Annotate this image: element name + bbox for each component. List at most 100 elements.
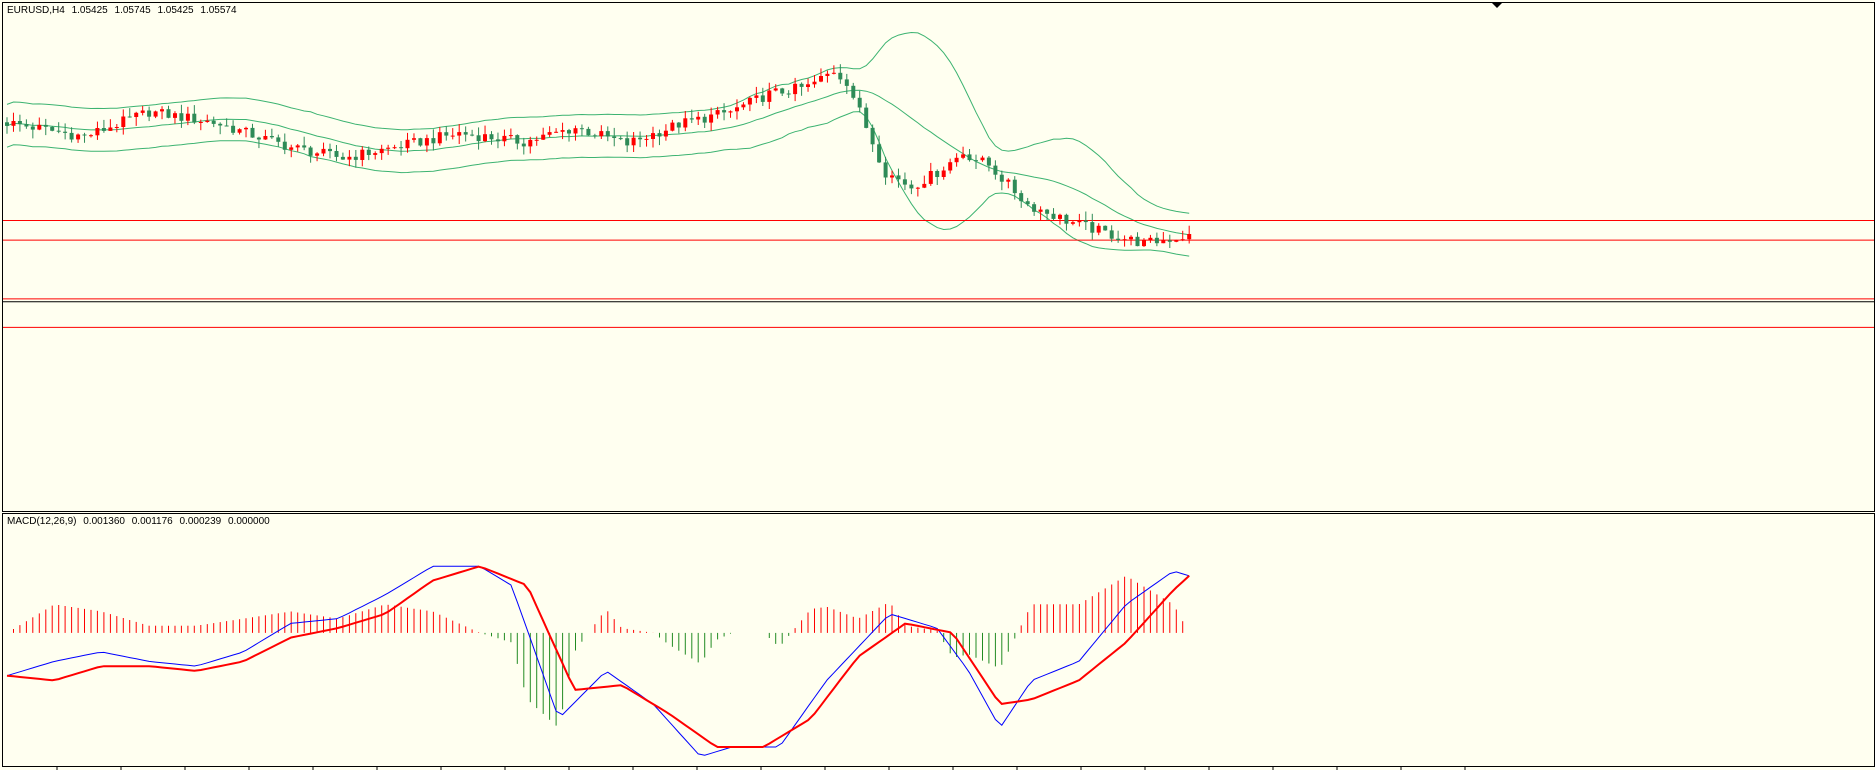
- candle: [424, 134, 429, 153]
- candle: [1032, 202, 1037, 216]
- candle: [728, 110, 733, 118]
- candle-body: [37, 124, 42, 130]
- candle-body: [993, 165, 998, 175]
- candle-body: [1187, 234, 1192, 240]
- candle: [1148, 234, 1153, 243]
- candle-body: [547, 132, 552, 135]
- candle: [1167, 234, 1172, 248]
- candle-body: [424, 138, 429, 146]
- candle: [999, 170, 1004, 191]
- candle: [302, 136, 307, 151]
- candle-body: [644, 138, 649, 140]
- candle-body: [1180, 239, 1185, 241]
- candle-body: [1161, 240, 1166, 244]
- candle: [101, 119, 106, 133]
- candle: [515, 134, 520, 150]
- candle: [767, 82, 772, 109]
- macd-indicator-pane[interactable]: MACD(12,26,9) 0.001360 0.001176 0.000239…: [2, 513, 1875, 767]
- candle-body: [1135, 236, 1140, 247]
- candle-body: [386, 147, 391, 149]
- candle-body: [864, 107, 869, 128]
- candle: [386, 144, 391, 155]
- candle-body: [379, 148, 384, 154]
- candle-body: [244, 127, 248, 130]
- candle-body: [11, 121, 16, 126]
- candle: [941, 166, 946, 180]
- candle: [896, 168, 901, 188]
- candle-body: [405, 139, 410, 149]
- candle-body: [786, 93, 791, 95]
- candle-body: [82, 134, 87, 136]
- candle: [993, 160, 998, 180]
- candle-body: [573, 128, 578, 134]
- candle-body: [101, 128, 106, 131]
- macd-header: MACD(12,26,9) 0.001360 0.001176 0.000239…: [7, 516, 270, 527]
- candle: [793, 77, 798, 102]
- candle: [508, 128, 513, 139]
- candle: [1161, 232, 1166, 244]
- candle: [50, 126, 55, 132]
- price-chart-pane[interactable]: EURUSD,H4 1.05425 1.05745 1.05425 1.0557…: [2, 2, 1875, 512]
- candle: [670, 119, 675, 132]
- candle-body: [851, 85, 856, 98]
- candle-body: [321, 148, 326, 154]
- candle: [379, 144, 384, 160]
- candle-body: [663, 130, 668, 137]
- macd-signal-line: [6, 565, 1190, 748]
- candle: [1064, 213, 1069, 231]
- candle: [1180, 230, 1185, 242]
- candle-body: [922, 183, 927, 188]
- candle-body: [134, 112, 139, 117]
- candle-body: [1109, 230, 1114, 239]
- candle-body: [567, 130, 571, 134]
- open-value: 1.05425: [71, 5, 108, 16]
- candle-body: [211, 120, 216, 124]
- candle-body: [508, 135, 513, 137]
- candle-body: [347, 156, 352, 160]
- candle: [760, 87, 765, 106]
- macd-label: MACD(12,26,9): [7, 516, 77, 527]
- candle-body: [218, 123, 223, 126]
- candle: [948, 158, 953, 174]
- candle-body: [702, 116, 707, 123]
- candle: [883, 156, 888, 185]
- candle: [1187, 225, 1192, 244]
- candle: [567, 128, 571, 142]
- candle-body: [302, 145, 307, 148]
- candle-body: [179, 113, 184, 121]
- candle: [340, 152, 345, 160]
- candle: [250, 123, 255, 138]
- candle-body: [961, 154, 966, 158]
- candle: [418, 137, 423, 147]
- candle-body: [30, 126, 35, 130]
- candle: [496, 132, 500, 149]
- candle: [838, 64, 843, 84]
- candle-body: [89, 135, 93, 137]
- candle-body: [890, 175, 894, 178]
- candle-body: [1038, 209, 1043, 212]
- macd-canvas: [6, 565, 1190, 756]
- candles: [5, 64, 1192, 248]
- candle-body: [954, 157, 959, 163]
- chart-shift-marker-icon[interactable]: [1492, 3, 1502, 8]
- candle: [1109, 225, 1114, 243]
- candle: [521, 137, 526, 155]
- candle: [1019, 190, 1024, 208]
- candle-body: [392, 147, 397, 149]
- candle: [573, 125, 578, 141]
- candle-body: [896, 175, 901, 180]
- candle-body: [147, 110, 152, 117]
- candle: [715, 106, 720, 119]
- candle-body: [412, 138, 416, 140]
- candle: [321, 142, 326, 157]
- candle: [1116, 230, 1121, 243]
- price-chart-canvas: [3, 31, 1874, 328]
- candle: [127, 108, 132, 118]
- candle: [864, 103, 869, 129]
- candle-body: [1167, 240, 1172, 242]
- candle: [986, 156, 991, 172]
- candle: [1129, 235, 1133, 246]
- candle-body: [657, 133, 662, 137]
- candle-body: [579, 128, 584, 130]
